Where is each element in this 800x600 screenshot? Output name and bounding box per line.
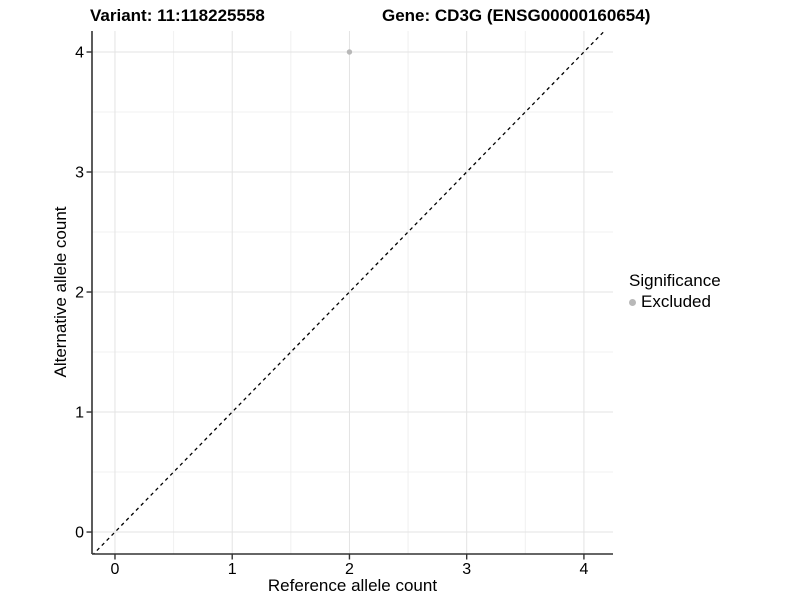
x-tick-label: 1 bbox=[228, 561, 237, 578]
legend: Significance Excluded bbox=[629, 271, 721, 312]
y-tick-label: 1 bbox=[75, 405, 84, 422]
y-axis-title: Alternative allele count bbox=[51, 206, 70, 378]
legend-entry-label: Excluded bbox=[641, 292, 711, 311]
data-point-excluded bbox=[346, 49, 353, 55]
legend-title: Significance bbox=[629, 271, 721, 290]
y-tick-label: 0 bbox=[75, 525, 84, 542]
x-tick-label: 0 bbox=[111, 561, 120, 578]
x-tick-label: 3 bbox=[462, 561, 471, 578]
y-tick-label: 4 bbox=[75, 45, 84, 62]
y-tick-label: 2 bbox=[75, 285, 84, 302]
variant-title: Variant: 11:118225558 bbox=[90, 6, 265, 25]
excluded-marker-icon bbox=[629, 298, 636, 306]
identity-reference-line bbox=[92, 31, 606, 554]
x-tick-label: 4 bbox=[579, 561, 588, 578]
x-tick-label: 2 bbox=[345, 561, 354, 578]
y-tick-label: 3 bbox=[75, 165, 84, 182]
x-axis-title: Reference allele count bbox=[267, 576, 438, 595]
gene-title: Gene: CD3G (ENSG00000160654) bbox=[382, 6, 651, 25]
legend-entry-excluded: Excluded bbox=[629, 292, 721, 312]
